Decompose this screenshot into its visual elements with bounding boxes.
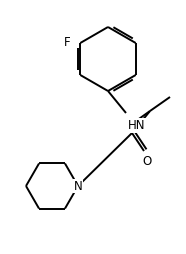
Text: HN: HN	[128, 119, 145, 132]
Text: O: O	[142, 155, 152, 168]
Text: N: N	[74, 180, 82, 193]
Text: F: F	[64, 37, 70, 50]
